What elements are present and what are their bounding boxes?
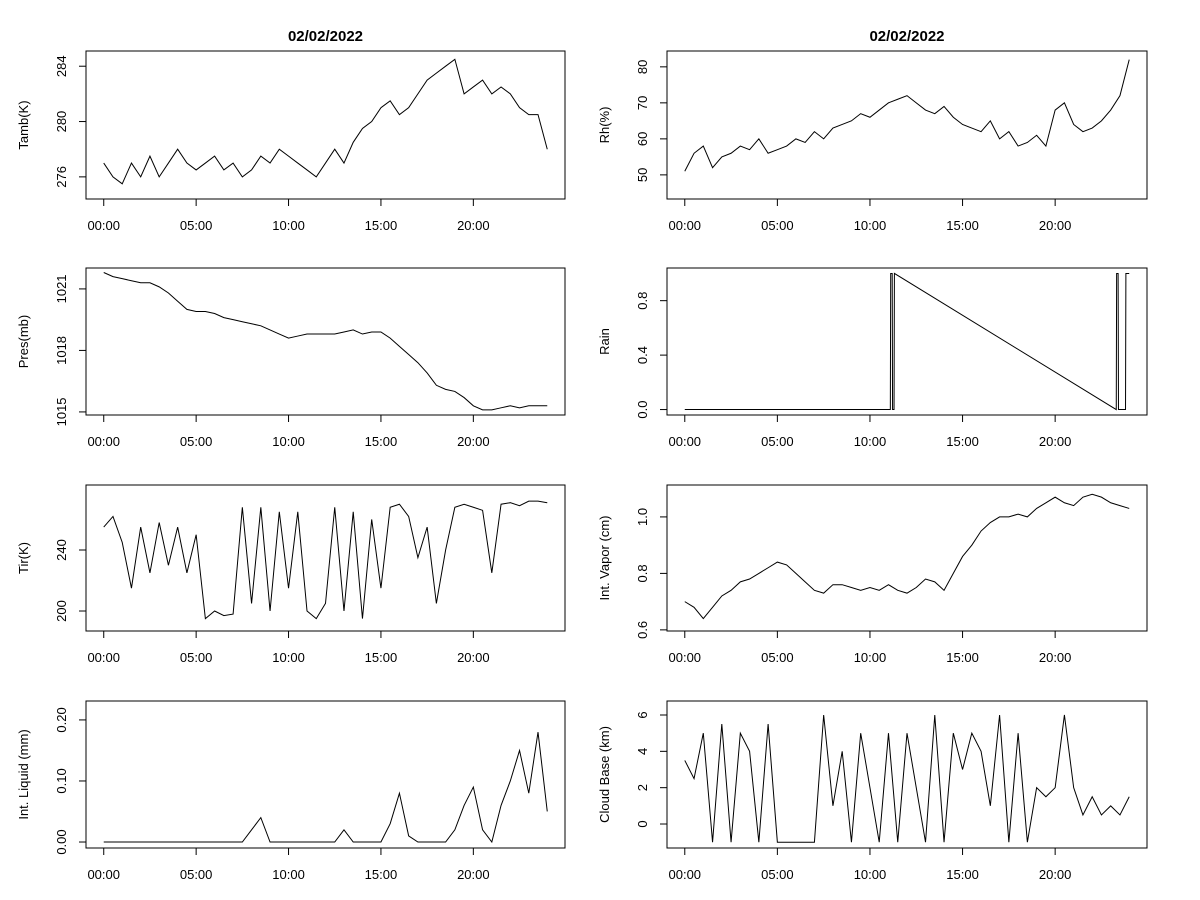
x-tick-label: 15:00 xyxy=(365,867,398,882)
plot-frame xyxy=(666,700,1148,849)
x-tick-label: 15:00 xyxy=(946,218,979,233)
x-tick-label: 10:00 xyxy=(854,867,887,882)
x-tick-label: 00:00 xyxy=(87,218,120,233)
x-tick-label: 10:00 xyxy=(854,650,887,665)
x-tick-label: 00:00 xyxy=(669,434,702,449)
y-tick-label: 280 xyxy=(54,111,69,133)
y-tick-label: 0 xyxy=(635,820,650,827)
chart-title: 02/02/2022 xyxy=(869,28,944,45)
y-tick-label: 4 xyxy=(635,748,650,755)
x-tick-label: 05:00 xyxy=(761,218,794,233)
y-tick-label: 284 xyxy=(54,55,69,77)
y-axis-label: Int. Vapor (cm) xyxy=(597,515,612,600)
data-line xyxy=(684,59,1130,172)
x-tick-label: 00:00 xyxy=(669,867,702,882)
x-tick-label: 20:00 xyxy=(1039,650,1072,665)
x-tick-label: 20:00 xyxy=(1039,434,1072,449)
y-axis-label: Rain xyxy=(597,328,612,355)
y-tick-label: 70 xyxy=(635,96,650,110)
data-line xyxy=(684,493,1130,620)
data-line xyxy=(103,58,548,185)
x-tick-label: 05:00 xyxy=(180,434,213,449)
data-line xyxy=(103,272,548,411)
y-tick-label: 6 xyxy=(635,711,650,718)
x-tick-label: 20:00 xyxy=(1039,867,1072,882)
data-line xyxy=(684,272,1130,411)
x-tick-label: 05:00 xyxy=(761,434,794,449)
x-tick-label: 20:00 xyxy=(457,434,490,449)
x-tick-label: 10:00 xyxy=(272,218,305,233)
y-tick-label: 0.0 xyxy=(635,401,650,419)
data-line xyxy=(103,732,548,844)
y-tick-label: 2 xyxy=(635,784,650,791)
plot-frame xyxy=(85,700,566,849)
y-tick-label: 1021 xyxy=(54,274,69,303)
y-tick-label: 0.10 xyxy=(54,768,69,793)
y-tick-label: 60 xyxy=(635,132,650,146)
y-tick-label: 1015 xyxy=(54,397,69,426)
y-tick-label: 0.20 xyxy=(54,707,69,732)
x-tick-label: 10:00 xyxy=(854,218,887,233)
x-tick-label: 20:00 xyxy=(1039,218,1072,233)
y-tick-label: 240 xyxy=(54,539,69,561)
x-tick-label: 00:00 xyxy=(87,434,120,449)
data-line xyxy=(684,714,1130,843)
y-tick-label: 276 xyxy=(54,166,69,188)
plot-frame xyxy=(666,50,1148,200)
x-tick-label: 10:00 xyxy=(272,650,305,665)
chart-title: 02/02/2022 xyxy=(288,28,363,45)
y-tick-label: 0.8 xyxy=(635,564,650,582)
x-tick-label: 10:00 xyxy=(854,434,887,449)
y-tick-label: 1.0 xyxy=(635,508,650,526)
y-axis-label: Cloud Base (km) xyxy=(597,726,612,823)
plot-frame xyxy=(85,484,566,632)
x-tick-label: 00:00 xyxy=(87,650,120,665)
plot-frame xyxy=(85,50,566,200)
plot-frame xyxy=(666,267,1148,416)
y-axis-label: Rh(%) xyxy=(597,107,612,144)
x-tick-label: 15:00 xyxy=(946,867,979,882)
x-tick-label: 00:00 xyxy=(669,218,702,233)
y-axis-label: Tamb(K) xyxy=(16,100,31,149)
x-tick-label: 05:00 xyxy=(761,650,794,665)
x-tick-label: 20:00 xyxy=(457,650,490,665)
x-tick-label: 20:00 xyxy=(457,218,490,233)
x-tick-label: 15:00 xyxy=(946,650,979,665)
y-axis-label: Pres(mb) xyxy=(16,315,31,368)
x-tick-label: 10:00 xyxy=(272,434,305,449)
plot-frame xyxy=(666,484,1148,632)
x-tick-label: 05:00 xyxy=(180,650,213,665)
x-tick-label: 15:00 xyxy=(946,434,979,449)
y-tick-label: 200 xyxy=(54,600,69,622)
y-tick-label: 0.8 xyxy=(635,292,650,310)
y-tick-label: 0.6 xyxy=(635,621,650,639)
y-axis-label: Tir(K) xyxy=(16,542,31,574)
x-tick-label: 15:00 xyxy=(365,650,398,665)
x-tick-label: 15:00 xyxy=(365,434,398,449)
x-tick-label: 05:00 xyxy=(761,867,794,882)
y-tick-label: 0.4 xyxy=(635,346,650,364)
data-line xyxy=(103,500,548,620)
x-tick-label: 10:00 xyxy=(272,867,305,882)
x-tick-label: 00:00 xyxy=(669,650,702,665)
y-tick-label: 80 xyxy=(635,60,650,74)
x-tick-label: 20:00 xyxy=(457,867,490,882)
x-tick-label: 05:00 xyxy=(180,218,213,233)
y-tick-label: 0.00 xyxy=(54,829,69,854)
x-tick-label: 00:00 xyxy=(87,867,120,882)
y-tick-label: 50 xyxy=(635,168,650,182)
x-tick-label: 15:00 xyxy=(365,218,398,233)
plot-frame xyxy=(85,267,566,416)
y-tick-label: 1018 xyxy=(54,336,69,365)
x-tick-label: 05:00 xyxy=(180,867,213,882)
y-axis-label: Int. Liquid (mm) xyxy=(16,729,31,819)
